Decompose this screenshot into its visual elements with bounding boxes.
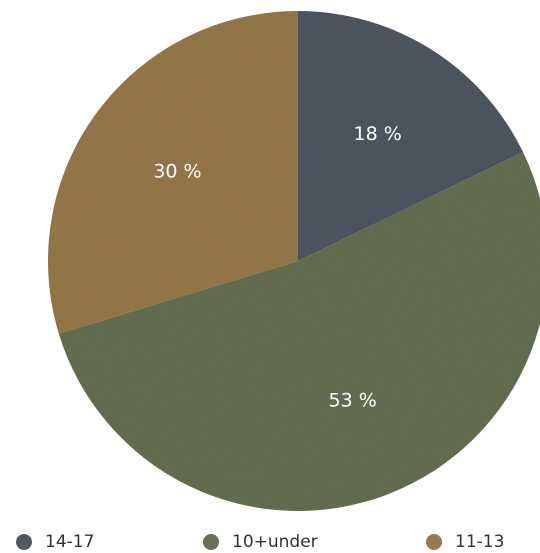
- slice-value-label: 53 %: [329, 390, 377, 412]
- pie-slice-11-13: [47, 11, 298, 334]
- slice-value-label: 18 %: [354, 123, 402, 145]
- slice-value-label: 30 %: [153, 161, 201, 183]
- legend-swatch: [203, 534, 219, 550]
- legend-item: 14-17: [16, 532, 94, 552]
- legend-swatch: [426, 534, 442, 550]
- legend: 14-17 10+under 11-13: [16, 532, 504, 552]
- pie-slices: [47, 11, 540, 511]
- legend-swatch: [16, 534, 32, 550]
- legend-label: 14-17: [45, 532, 94, 552]
- pie-slice-10-under: [58, 152, 540, 511]
- pie-slice-14-17: [298, 11, 524, 261]
- legend-item: 11-13: [426, 532, 504, 552]
- pie-slice-labels: 18 % 53 % 30 %: [153, 123, 401, 412]
- legend-label: 11-13: [455, 532, 504, 552]
- legend-label: 10+under: [232, 532, 318, 552]
- legend-item: 10+under: [203, 532, 318, 552]
